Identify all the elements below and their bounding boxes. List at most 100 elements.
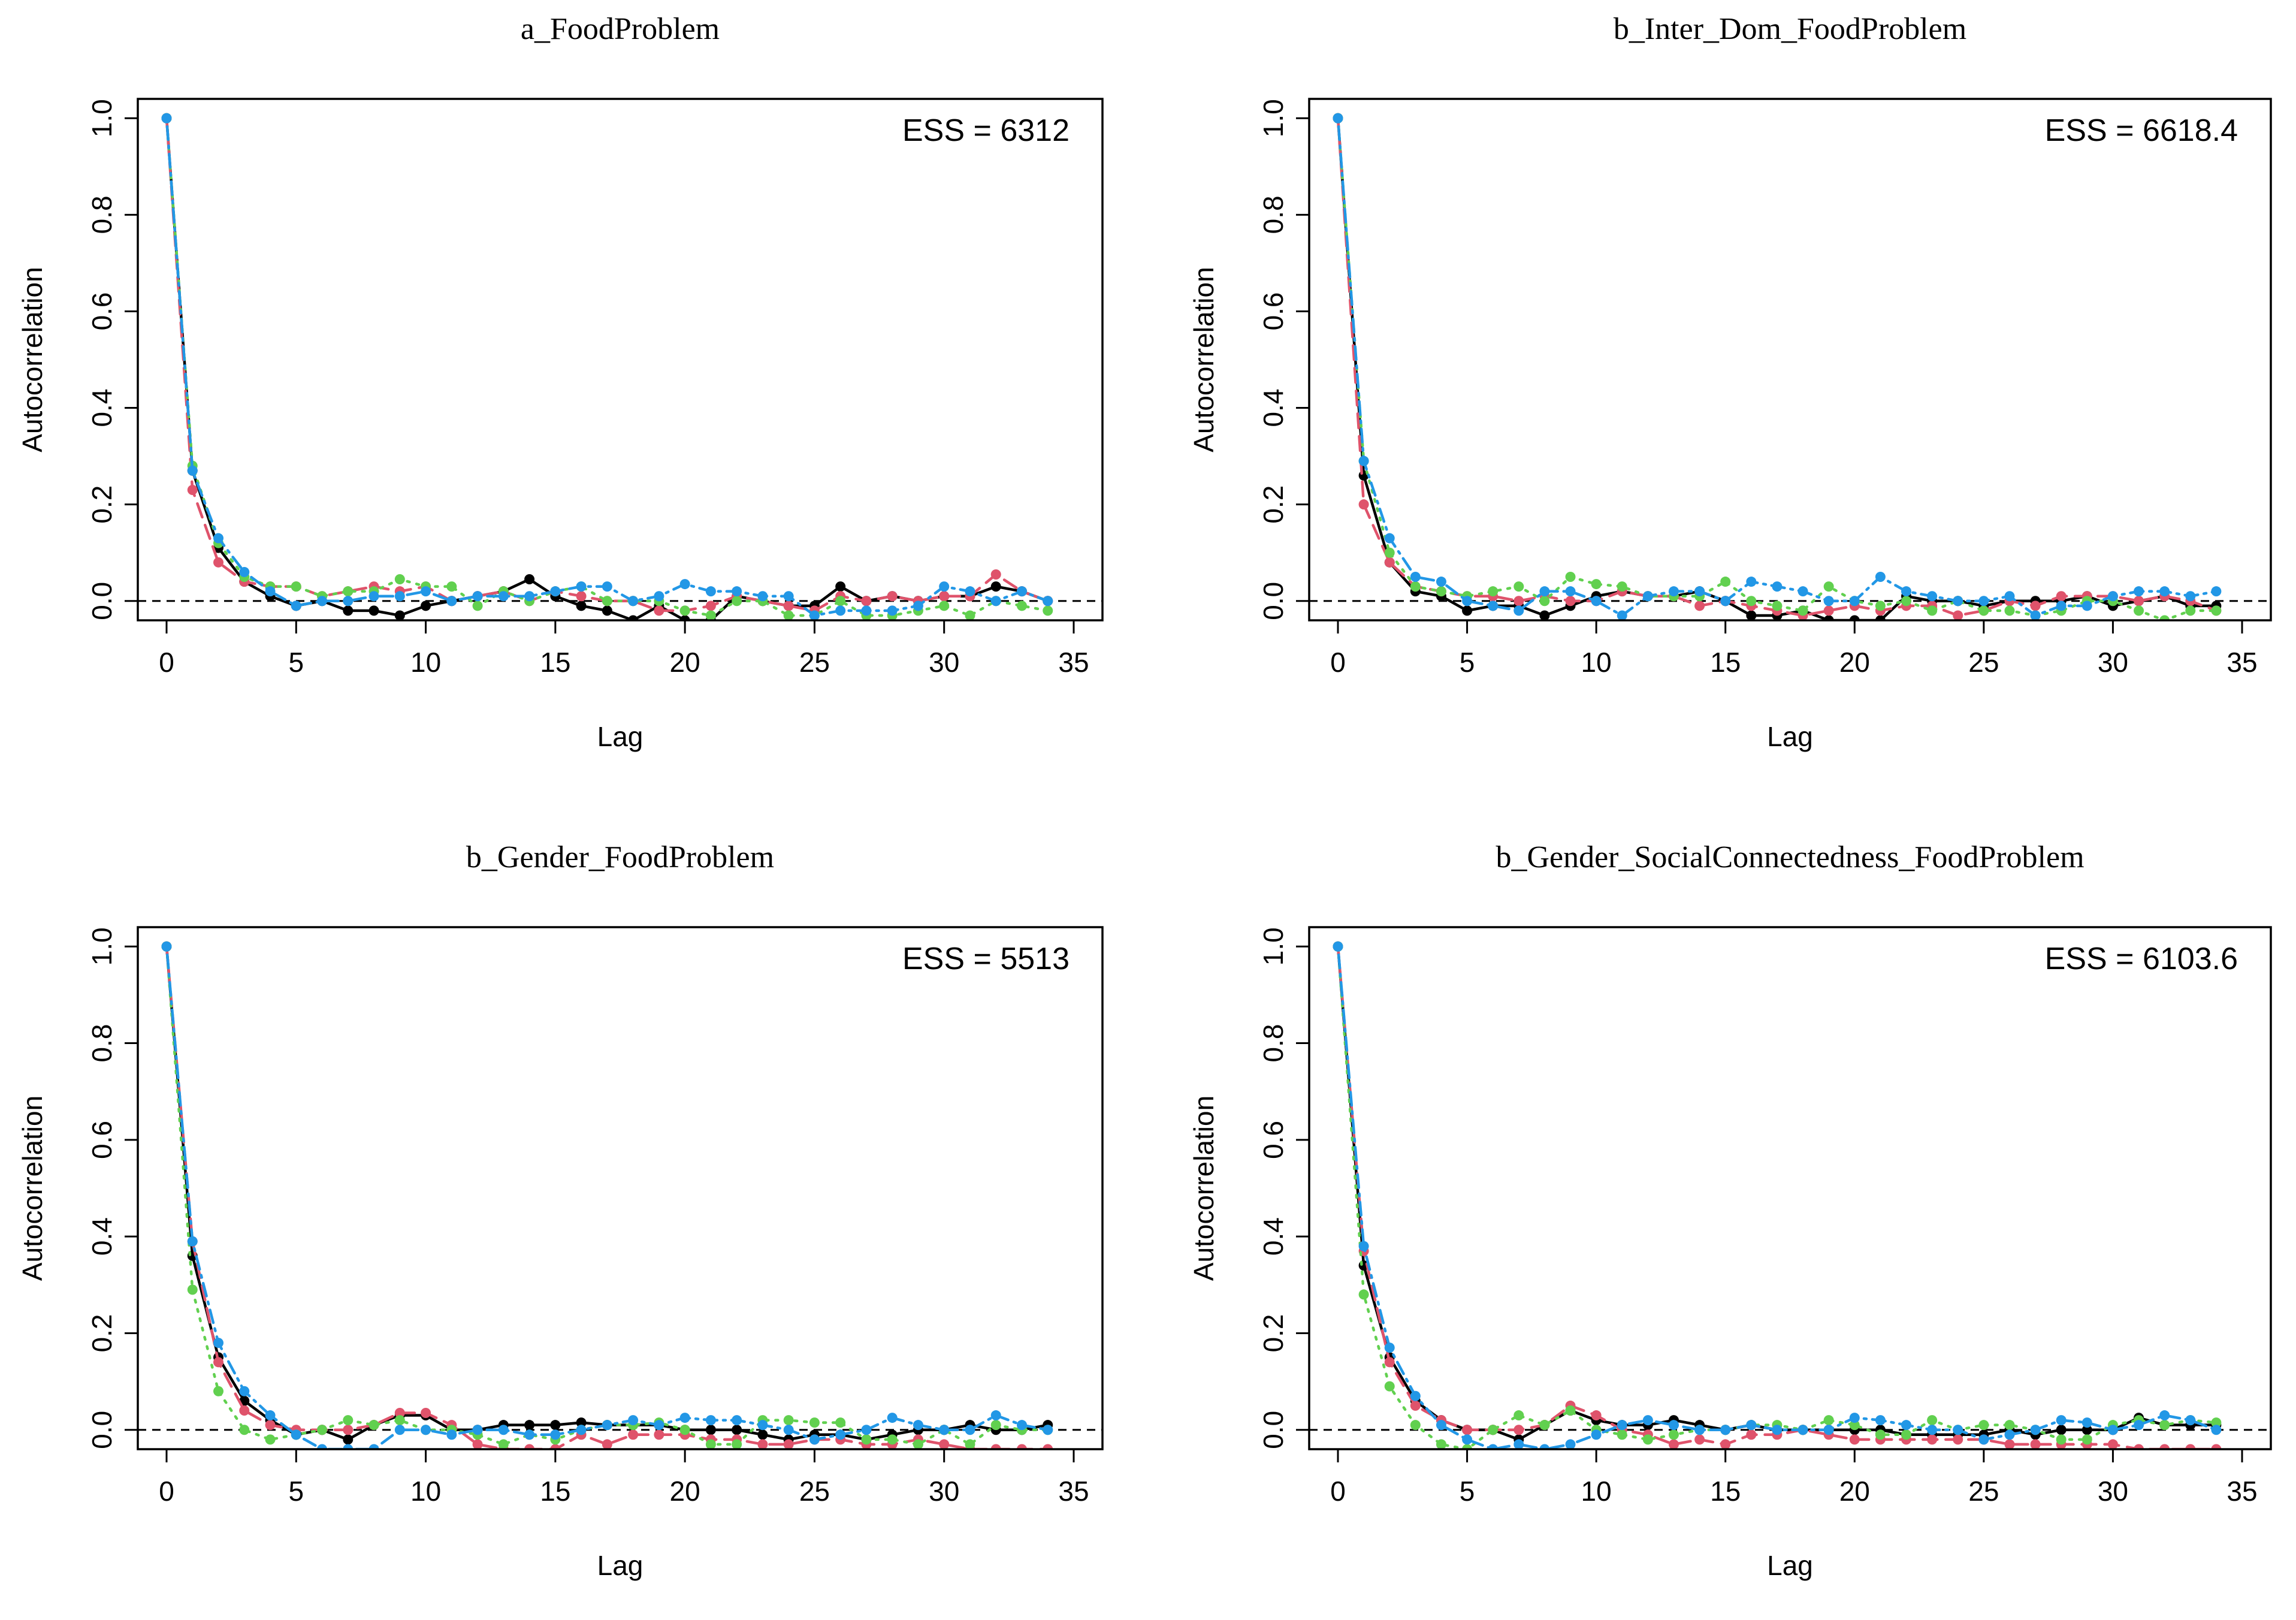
data-point bbox=[1901, 596, 1912, 607]
data-point bbox=[1565, 596, 1576, 607]
data-point bbox=[628, 615, 639, 620]
data-point bbox=[1358, 1289, 1369, 1300]
data-point bbox=[2081, 601, 2092, 611]
data-point bbox=[913, 1420, 923, 1431]
series-line-chain-2 bbox=[1336, 116, 2218, 617]
data-point bbox=[1043, 1444, 1053, 1449]
data-point bbox=[2004, 1439, 2015, 1449]
data-point bbox=[2081, 1417, 2092, 1428]
data-point bbox=[576, 591, 587, 602]
y-tick-label: 1.0 bbox=[1258, 927, 1289, 966]
x-tick-label: 35 bbox=[1058, 647, 1089, 678]
data-point bbox=[2211, 605, 2222, 616]
data-point bbox=[498, 1439, 509, 1449]
data-point bbox=[1333, 113, 1343, 123]
y-tick-label: 1.0 bbox=[86, 99, 117, 137]
data-point bbox=[421, 586, 431, 597]
data-point bbox=[602, 1420, 612, 1431]
y-tick-label: 0.0 bbox=[86, 1411, 117, 1449]
ess-annotation: ESS = 5513 bbox=[902, 942, 1070, 976]
data-point bbox=[1849, 596, 1860, 607]
data-point bbox=[1488, 1444, 1499, 1449]
data-point bbox=[1384, 1381, 1395, 1392]
data-point bbox=[1875, 572, 1886, 582]
y-tick-label: 0.8 bbox=[1258, 1024, 1289, 1063]
data-point bbox=[368, 1444, 379, 1449]
data-point bbox=[2134, 1444, 2144, 1449]
y-tick-label: 0.6 bbox=[1258, 1121, 1289, 1159]
data-point bbox=[2081, 1434, 2092, 1445]
data-point bbox=[1539, 1420, 1550, 1431]
y-tick-label: 0.4 bbox=[86, 389, 117, 427]
data-point bbox=[1927, 605, 1938, 616]
data-point bbox=[317, 596, 328, 607]
data-point bbox=[913, 601, 923, 611]
data-point bbox=[265, 586, 276, 597]
data-point bbox=[1668, 1439, 1679, 1449]
data-point bbox=[1772, 1425, 1783, 1435]
series-line-chain-4 bbox=[165, 945, 1049, 1449]
data-point bbox=[887, 605, 898, 616]
plot-frame bbox=[137, 926, 1104, 1450]
data-point bbox=[679, 579, 690, 590]
data-point bbox=[317, 1425, 328, 1435]
data-point bbox=[679, 1425, 690, 1435]
data-point bbox=[1720, 1439, 1731, 1449]
data-point bbox=[1823, 1415, 1834, 1426]
data-point bbox=[239, 1386, 250, 1396]
series-line-chain-4 bbox=[1336, 945, 2218, 1449]
data-point bbox=[2159, 615, 2170, 620]
data-point bbox=[187, 485, 198, 495]
data-point bbox=[939, 581, 950, 592]
data-point bbox=[1539, 586, 1550, 597]
data-point bbox=[1617, 610, 1627, 620]
data-point bbox=[1953, 596, 1963, 607]
data-point bbox=[368, 605, 379, 616]
x-tick-label: 15 bbox=[1710, 647, 1741, 678]
data-point bbox=[757, 1439, 768, 1449]
y-axis-label: Autocorrelation bbox=[1188, 267, 1219, 452]
data-point bbox=[2211, 1417, 2222, 1428]
x-tick-label: 0 bbox=[1330, 1476, 1346, 1507]
data-point bbox=[2159, 1410, 2170, 1421]
data-point bbox=[1875, 601, 1886, 611]
data-point bbox=[835, 596, 846, 607]
data-point bbox=[368, 1420, 379, 1431]
data-point bbox=[1539, 596, 1550, 607]
data-point bbox=[1927, 1425, 1938, 1435]
x-axis-label: Lag bbox=[1767, 1550, 1813, 1581]
data-point bbox=[1901, 1420, 1912, 1431]
data-point bbox=[524, 1429, 535, 1440]
data-point bbox=[2211, 586, 2222, 597]
data-point bbox=[1746, 1420, 1757, 1431]
data-point bbox=[1436, 1439, 1446, 1449]
data-point bbox=[1539, 1444, 1550, 1449]
series-line-chain-2 bbox=[165, 945, 1049, 1449]
data-point bbox=[809, 610, 820, 620]
data-point bbox=[783, 591, 794, 602]
data-point bbox=[161, 113, 172, 123]
data-point bbox=[1513, 1425, 1524, 1435]
y-tick-label: 0.4 bbox=[86, 1217, 117, 1256]
x-tick-label: 30 bbox=[929, 1476, 959, 1507]
data-point bbox=[732, 1415, 742, 1426]
data-point bbox=[965, 1439, 975, 1449]
data-point bbox=[783, 1439, 794, 1449]
data-point bbox=[1927, 1434, 1938, 1445]
data-point bbox=[990, 596, 1001, 607]
data-point bbox=[343, 1434, 354, 1445]
data-point bbox=[1927, 591, 1938, 602]
data-point bbox=[835, 1429, 846, 1440]
x-tick-label: 0 bbox=[1330, 647, 1346, 678]
ess-annotation: ESS = 6103.6 bbox=[2045, 942, 2238, 976]
series-line-chain-4 bbox=[1336, 116, 2218, 617]
series-group bbox=[1333, 113, 2222, 620]
data-point bbox=[679, 605, 690, 616]
data-point bbox=[1823, 596, 1834, 607]
data-point bbox=[783, 1415, 794, 1426]
plot-frame bbox=[1308, 98, 2272, 622]
data-point bbox=[1746, 610, 1757, 620]
data-point bbox=[317, 1444, 328, 1449]
data-point bbox=[472, 601, 483, 611]
